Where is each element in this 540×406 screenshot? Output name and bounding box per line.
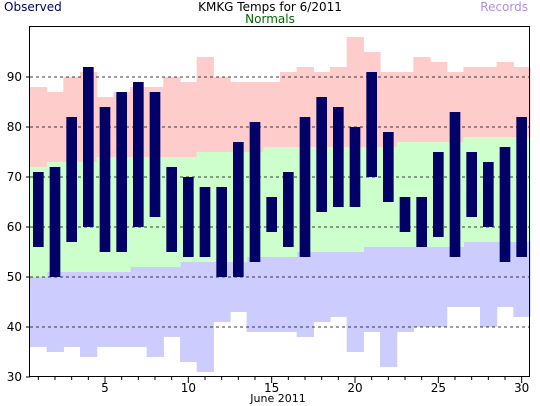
observed-bar xyxy=(99,107,111,252)
record-low-segment xyxy=(280,257,298,332)
y-tick-label: 50 xyxy=(7,270,22,284)
observed-bar xyxy=(233,142,244,277)
observed-bar xyxy=(149,92,161,217)
x-tick-label: 10 xyxy=(181,381,196,395)
record-low-segment xyxy=(80,272,98,357)
observed-bar xyxy=(433,152,444,237)
record-high-segment xyxy=(163,77,181,157)
record-high-segment xyxy=(213,77,231,152)
y-axis: 30 40 50 60 70 80 90 xyxy=(7,70,30,384)
observed-bar xyxy=(199,187,211,257)
observed-bar xyxy=(516,117,527,257)
observed-bar xyxy=(66,117,77,242)
record-low-segment xyxy=(413,247,431,327)
record-low-segment xyxy=(396,247,414,332)
record-low-segment xyxy=(196,262,214,372)
record-low-segment xyxy=(46,272,64,352)
observed-bar xyxy=(299,117,311,257)
x-tick-label: 20 xyxy=(347,381,362,395)
y-tick-label: 70 xyxy=(7,170,22,184)
record-low-segment xyxy=(363,247,381,332)
record-high-segment xyxy=(396,72,414,142)
x-tick-label: 30 xyxy=(514,381,529,395)
y-tick-label: 60 xyxy=(7,220,22,234)
observed-bars xyxy=(33,67,527,277)
gridlines xyxy=(30,76,530,328)
record-low-segment xyxy=(146,267,164,357)
record-high-segment xyxy=(196,57,214,152)
record-high-segment xyxy=(180,82,198,157)
observed-bar xyxy=(183,177,194,257)
record-low-segment xyxy=(96,272,114,347)
record-low-segment xyxy=(130,267,148,347)
record-low-segment xyxy=(463,242,481,307)
record-low-segment xyxy=(313,252,331,322)
record-high-segment xyxy=(346,37,364,147)
record-low-segment xyxy=(30,277,48,347)
record-high-segment xyxy=(230,82,248,152)
observed-bar xyxy=(466,152,477,217)
record-low-segment xyxy=(430,247,448,327)
observed-bar xyxy=(333,107,344,207)
record-low-segment xyxy=(513,242,531,317)
record-low-segment xyxy=(480,242,498,327)
record-high-segment xyxy=(496,62,514,137)
record-high-segment xyxy=(380,72,398,147)
record-low-segment xyxy=(446,247,464,307)
observed-bar xyxy=(383,132,394,202)
plot-frame xyxy=(29,26,530,377)
y-tick-label: 40 xyxy=(7,320,22,334)
observed-bar xyxy=(316,97,327,212)
observed-bar xyxy=(166,167,177,252)
observed-bar xyxy=(499,147,511,262)
observed-bar xyxy=(416,197,427,247)
x-tick-label: 5 xyxy=(101,381,109,395)
observed-bar xyxy=(449,112,461,257)
x-tick-label: 25 xyxy=(431,381,446,395)
record-low-segment xyxy=(296,252,314,337)
observed-bar xyxy=(83,67,94,227)
record-low-segment xyxy=(113,272,131,347)
legend-observed: Observed xyxy=(4,0,62,14)
x-axis-label: June 2011 xyxy=(249,392,305,405)
record-low-segment xyxy=(246,257,264,332)
record-high-segment xyxy=(263,82,281,147)
record-low-band xyxy=(30,242,531,372)
observed-bar xyxy=(266,197,277,232)
record-high-segment xyxy=(413,57,431,142)
observed-bar xyxy=(366,72,377,177)
record-low-segment xyxy=(346,252,364,352)
record-low-segment xyxy=(180,262,198,362)
legend-normals: Normals xyxy=(245,12,295,26)
x-tick-label: 15 xyxy=(264,381,279,395)
record-high-segment xyxy=(280,72,298,147)
observed-bar xyxy=(483,162,494,227)
y-tick-label: 80 xyxy=(7,120,22,134)
record-high-segment xyxy=(430,62,448,142)
legend-records: Records xyxy=(480,0,528,14)
observed-bar xyxy=(283,172,294,247)
record-high-segment xyxy=(480,67,498,137)
y-tick-label: 30 xyxy=(7,370,22,384)
record-low-segment xyxy=(263,257,281,332)
observed-bar xyxy=(133,82,144,227)
observed-bar xyxy=(399,197,411,232)
chart-title: KMKG Temps for 6/2011 xyxy=(198,0,342,14)
observed-bar xyxy=(33,172,44,247)
record-low-segment xyxy=(380,247,398,367)
observed-bar xyxy=(249,122,261,262)
x-axis: 5 10 15 20 25 30 xyxy=(37,377,529,395)
observed-bar xyxy=(216,187,227,277)
record-low-segment xyxy=(163,267,181,337)
observed-bar xyxy=(116,92,127,252)
observed-bar xyxy=(49,167,61,277)
record-low-segment xyxy=(63,272,81,347)
record-low-segment xyxy=(330,252,348,317)
observed-bar xyxy=(349,127,361,207)
record-high-segment xyxy=(463,67,481,137)
y-tick-label: 90 xyxy=(7,70,22,84)
